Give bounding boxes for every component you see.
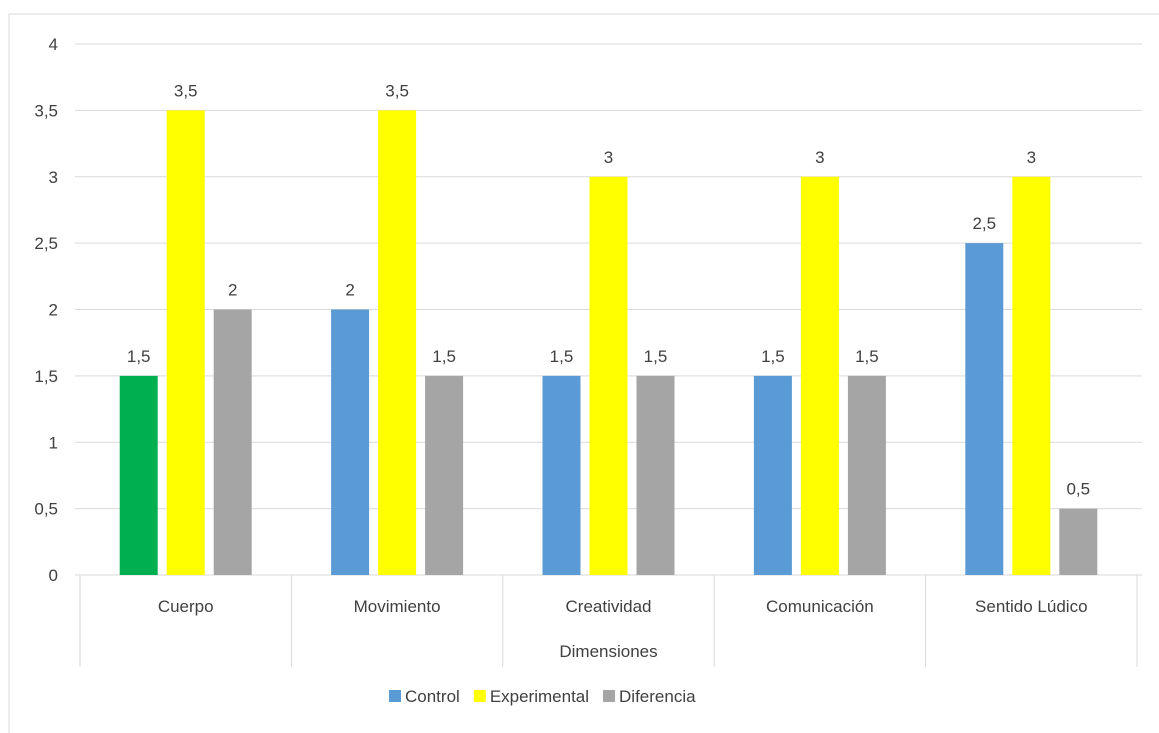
x-category-label: Sentido Lúdico bbox=[975, 597, 1087, 616]
x-category-label: Comunicación bbox=[766, 597, 874, 616]
data-label: 2,5 bbox=[972, 214, 996, 233]
bar-diferencia-2 bbox=[636, 375, 675, 575]
x-category-label: Cuerpo bbox=[158, 597, 214, 616]
data-labels: 1,5 3,5 2 2 3,5 1,5 1,5 3 1,5 1,5 3 1,5 2,5 3 0,5 bbox=[127, 81, 1090, 498]
y-tick-label: 2 bbox=[49, 301, 58, 320]
data-label: 1,5 bbox=[644, 347, 668, 366]
data-label: 3 bbox=[604, 148, 613, 167]
bar-diferencia-1 bbox=[425, 375, 464, 575]
y-tick-label: 3,5 bbox=[34, 101, 58, 120]
data-label: 1,5 bbox=[432, 347, 456, 366]
bar-experimental-3 bbox=[800, 176, 839, 575]
x-category-label: Movimiento bbox=[354, 597, 441, 616]
y-tick-label: 1,5 bbox=[34, 367, 58, 386]
bars bbox=[119, 110, 1098, 575]
y-tick-label: 2,5 bbox=[34, 234, 58, 253]
legend-label-diferencia: Diferencia bbox=[619, 687, 696, 706]
y-tick-label: 0,5 bbox=[34, 500, 58, 519]
data-label: 1,5 bbox=[127, 347, 151, 366]
legend-label-control: Control bbox=[405, 687, 460, 706]
data-label: 3,5 bbox=[385, 81, 409, 100]
bar-diferencia-3 bbox=[847, 375, 886, 575]
bar-diferencia-0 bbox=[213, 309, 252, 575]
bar-experimental-0 bbox=[166, 110, 205, 575]
y-axis-tick-labels: 0 0,5 1 1,5 2 2,5 3 3,5 4 bbox=[34, 35, 58, 585]
data-label: 1,5 bbox=[550, 347, 574, 366]
legend-label-experimental: Experimental bbox=[490, 687, 589, 706]
data-label: 3,5 bbox=[174, 81, 198, 100]
data-label: 1,5 bbox=[855, 347, 879, 366]
bar-control-3 bbox=[753, 375, 792, 575]
bar-experimental-2 bbox=[589, 176, 628, 575]
bar-control-1 bbox=[331, 309, 370, 575]
bar-diferencia-4 bbox=[1059, 508, 1098, 575]
y-tick-label: 3 bbox=[49, 168, 58, 187]
x-axis-categories: Cuerpo Movimiento Creatividad Comunicación S… bbox=[158, 597, 1088, 616]
y-tick-label: 4 bbox=[49, 35, 58, 54]
bar-control-2 bbox=[542, 375, 581, 575]
bar-experimental-4 bbox=[1012, 176, 1051, 575]
data-label: 2 bbox=[345, 281, 354, 300]
bar-control-4 bbox=[965, 243, 1004, 575]
x-category-label: Creatividad bbox=[566, 597, 652, 616]
data-label: 0,5 bbox=[1066, 480, 1090, 499]
data-label: 3 bbox=[815, 148, 824, 167]
data-label: 1,5 bbox=[761, 347, 785, 366]
bar-control-0 bbox=[119, 375, 158, 575]
bar-experimental-1 bbox=[378, 110, 417, 575]
legend-swatch-diferencia bbox=[603, 690, 616, 702]
y-tick-label: 1 bbox=[49, 433, 58, 452]
legend-swatch-control bbox=[389, 690, 401, 702]
legend: Control Experimental Diferencia bbox=[389, 687, 696, 706]
data-label: 2 bbox=[228, 281, 237, 300]
x-axis-title: Dimensiones bbox=[559, 642, 657, 661]
legend-swatch-experimental bbox=[473, 690, 486, 702]
data-label: 3 bbox=[1027, 148, 1036, 167]
y-tick-label: 0 bbox=[49, 566, 58, 585]
